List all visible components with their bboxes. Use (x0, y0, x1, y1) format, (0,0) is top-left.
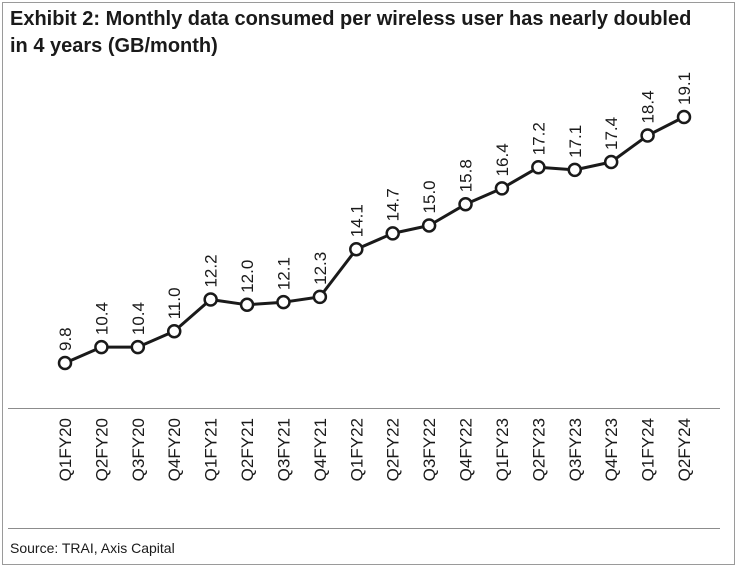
x-tick-label-Q1FY22: Q1FY22 (347, 418, 366, 481)
x-tick-label-Q2FY23: Q2FY23 (529, 418, 548, 481)
source-note: Source: TRAI, Axis Capital (10, 540, 175, 556)
x-tick-label-Q1FY20: Q1FY20 (56, 418, 75, 481)
data-label-Q1FY22: 14.1 (347, 204, 366, 237)
data-point-Q1FY24 (640, 128, 655, 143)
data-point-Q2FY23 (531, 160, 546, 175)
x-tick-label-Q2FY24: Q2FY24 (675, 418, 694, 481)
data-point-Q1FY23 (494, 181, 510, 196)
x-tick-label-Q3FY20: Q3FY20 (129, 418, 148, 481)
data-point-Q3FY20 (130, 339, 146, 355)
data-point-Q2FY22 (385, 226, 400, 241)
data-label-Q2FY23: 17.2 (529, 122, 548, 155)
data-label-Q1FY21: 12.2 (202, 254, 221, 287)
data-label-Q3FY20: 10.4 (129, 302, 148, 335)
x-tick-label-Q2FY21: Q2FY21 (238, 418, 257, 481)
x-tick-label-Q1FY24: Q1FY24 (639, 418, 658, 481)
x-tick-label-Q3FY21: Q3FY21 (274, 418, 293, 481)
data-point-Q3FY22 (421, 218, 437, 233)
data-label-Q3FY22: 15.0 (420, 180, 439, 213)
source-divider (8, 528, 720, 529)
x-tick-label-Q2FY20: Q2FY20 (92, 418, 111, 481)
data-label-Q2FY22: 14.7 (384, 188, 403, 221)
x-tick-label-Q3FY22: Q3FY22 (420, 418, 439, 481)
data-label-Q2FY24: 19.1 (675, 72, 694, 105)
data-label-Q4FY22: 15.8 (457, 159, 476, 192)
x-tick-label-Q4FY22: Q4FY22 (457, 418, 476, 481)
data-point-Q4FY20 (166, 324, 182, 339)
data-label-Q3FY23: 17.1 (566, 125, 585, 158)
x-tick-label-Q1FY21: Q1FY21 (202, 418, 221, 481)
data-label-Q1FY23: 16.4 (493, 143, 512, 176)
x-tick-label-Q4FY21: Q4FY21 (311, 418, 330, 481)
x-tick-label-Q3FY23: Q3FY23 (566, 418, 585, 481)
data-point-Q1FY22 (349, 242, 364, 257)
x-tick-label-Q2FY22: Q2FY22 (384, 418, 403, 481)
data-point-Q2FY24 (676, 109, 692, 125)
data-label-Q2FY20: 10.4 (92, 302, 111, 335)
data-point-Q1FY20 (57, 355, 73, 371)
x-axis-rule (8, 408, 720, 409)
x-tick-label-Q4FY20: Q4FY20 (165, 418, 184, 481)
data-label-Q4FY21: 12.3 (311, 252, 330, 285)
x-tick-label-Q4FY23: Q4FY23 (602, 418, 621, 481)
data-label-Q4FY23: 17.4 (602, 117, 621, 150)
data-point-Q3FY23 (567, 162, 583, 178)
data-point-Q3FY21 (276, 294, 291, 310)
data-point-Q4FY23 (603, 154, 619, 170)
data-label-Q3FY21: 12.1 (274, 257, 293, 290)
data-point-Q2FY21 (239, 297, 255, 313)
data-point-Q4FY21 (312, 289, 328, 305)
data-point-Q4FY22 (458, 197, 473, 212)
data-label-Q1FY20: 9.8 (56, 327, 75, 351)
series-line (64, 115, 685, 365)
chart-title: Exhibit 2: Monthly data consumed per wir… (10, 8, 692, 57)
data-point-Q1FY21 (203, 292, 218, 307)
data-label-Q4FY20: 11.0 (165, 287, 184, 319)
x-tick-label-Q1FY23: Q1FY23 (493, 418, 512, 481)
data-label-Q2FY21: 12.0 (238, 260, 257, 293)
data-label-Q1FY24: 18.4 (639, 90, 658, 123)
data-point-Q2FY20 (94, 339, 109, 355)
